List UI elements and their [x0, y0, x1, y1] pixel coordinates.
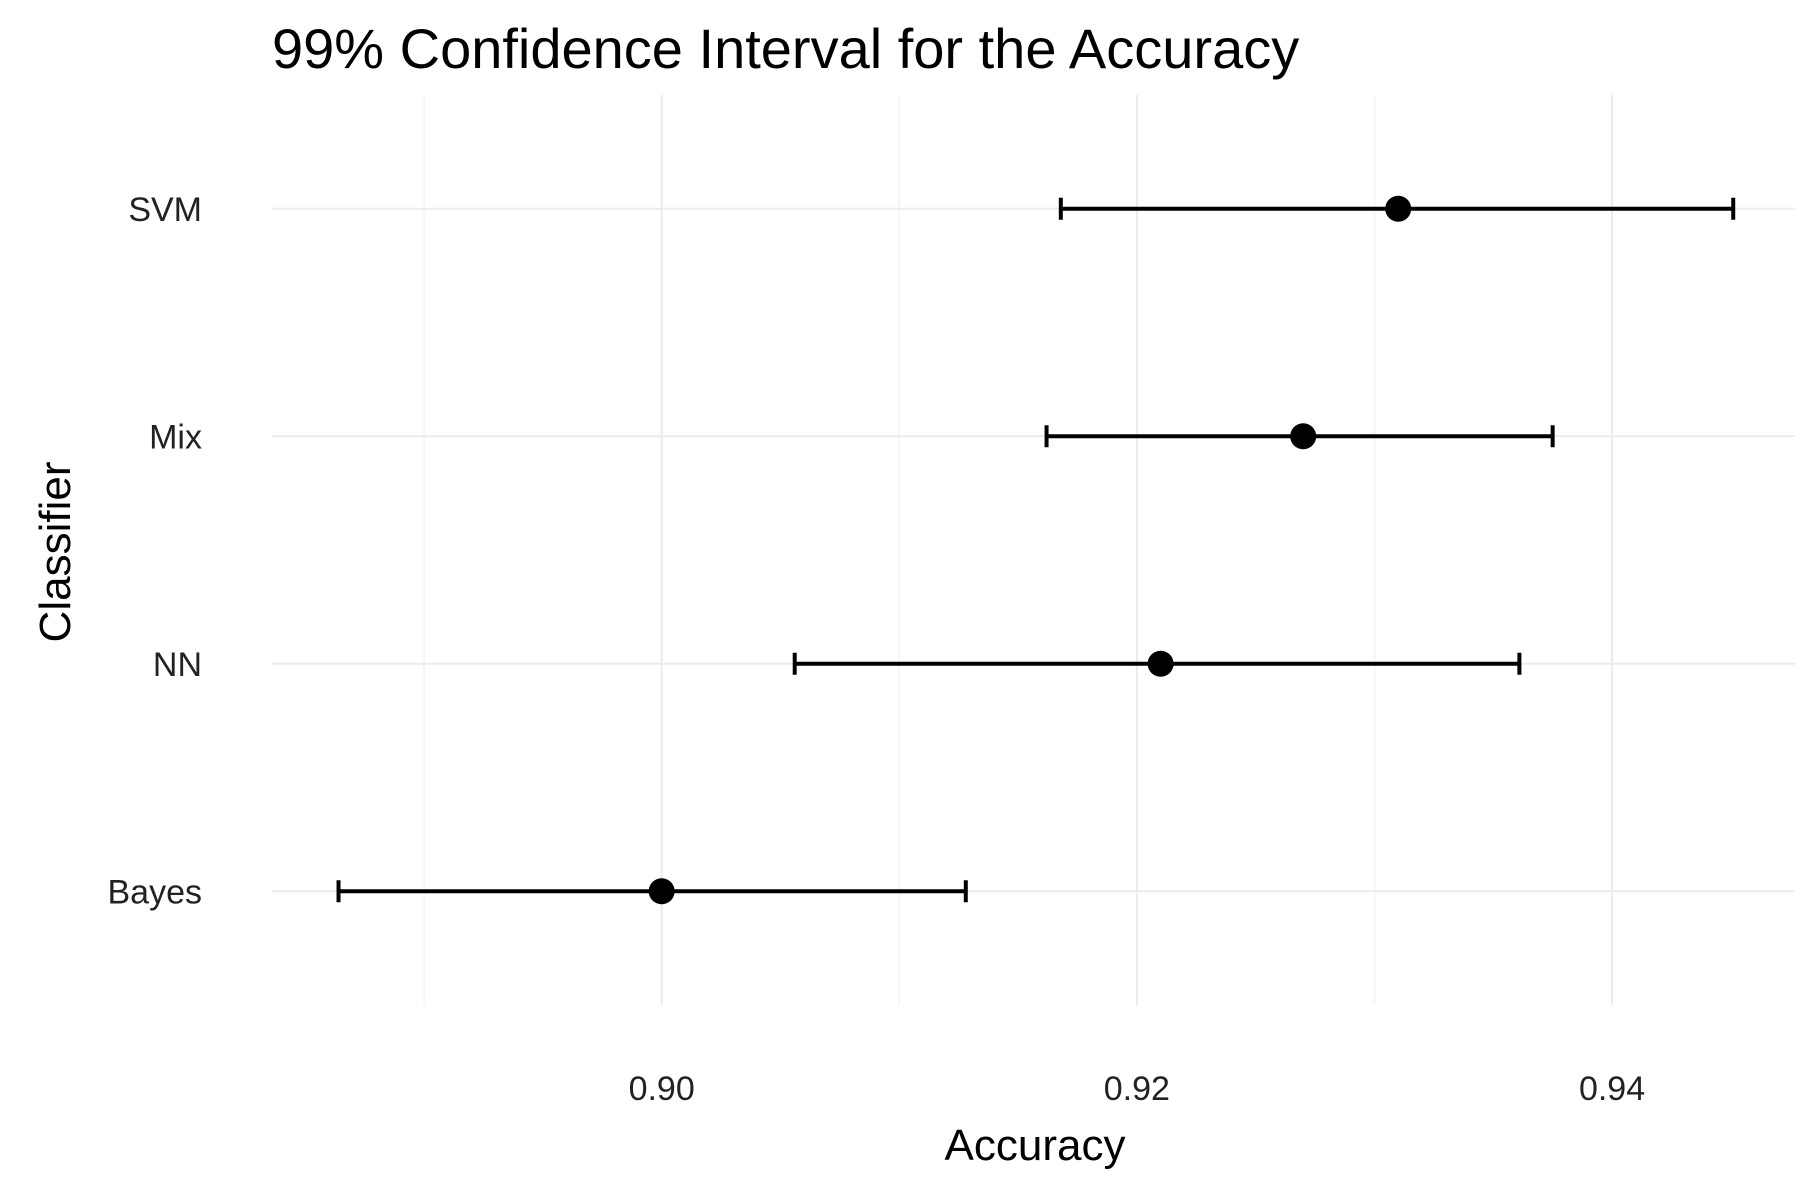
x-axis-title: Accuracy — [945, 1121, 1126, 1170]
point-bayes — [648, 878, 675, 905]
y-axis-tick-labels: SVM Mix NN Bayes — [108, 191, 203, 912]
point-estimates — [648, 195, 1412, 905]
x-axis-tick-labels: 0.90 0.92 0.94 — [629, 1070, 1646, 1108]
error-bars — [336, 197, 1736, 903]
y-tick-label: Bayes — [108, 873, 203, 911]
point-nn — [1147, 650, 1174, 677]
y-tick-label: Mix — [149, 418, 202, 456]
x-tick-label: 0.94 — [1579, 1070, 1645, 1108]
y-tick-label: SVM — [128, 191, 202, 229]
y-tick-label: NN — [153, 646, 202, 684]
y-axis-title: Classifier — [31, 462, 80, 643]
point-mix — [1290, 423, 1317, 450]
chart-title: 99% Confidence Interval for the Accuracy — [272, 17, 1299, 80]
x-tick-label: 0.90 — [629, 1070, 695, 1108]
point-svm — [1385, 195, 1412, 222]
grid — [272, 95, 1795, 1005]
x-tick-label: 0.92 — [1104, 1070, 1170, 1108]
